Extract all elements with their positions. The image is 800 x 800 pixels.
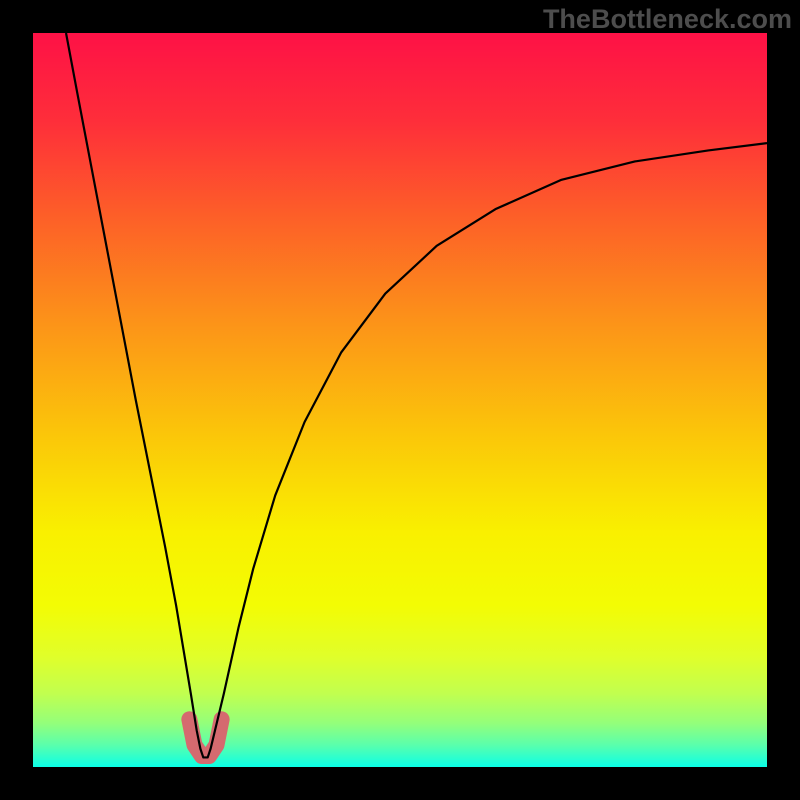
plot-area bbox=[33, 33, 767, 767]
chart-svg bbox=[33, 33, 767, 767]
chart-container: TheBottleneck.com bbox=[0, 0, 800, 800]
plot-background bbox=[33, 33, 767, 767]
watermark-label: TheBottleneck.com bbox=[543, 4, 792, 35]
